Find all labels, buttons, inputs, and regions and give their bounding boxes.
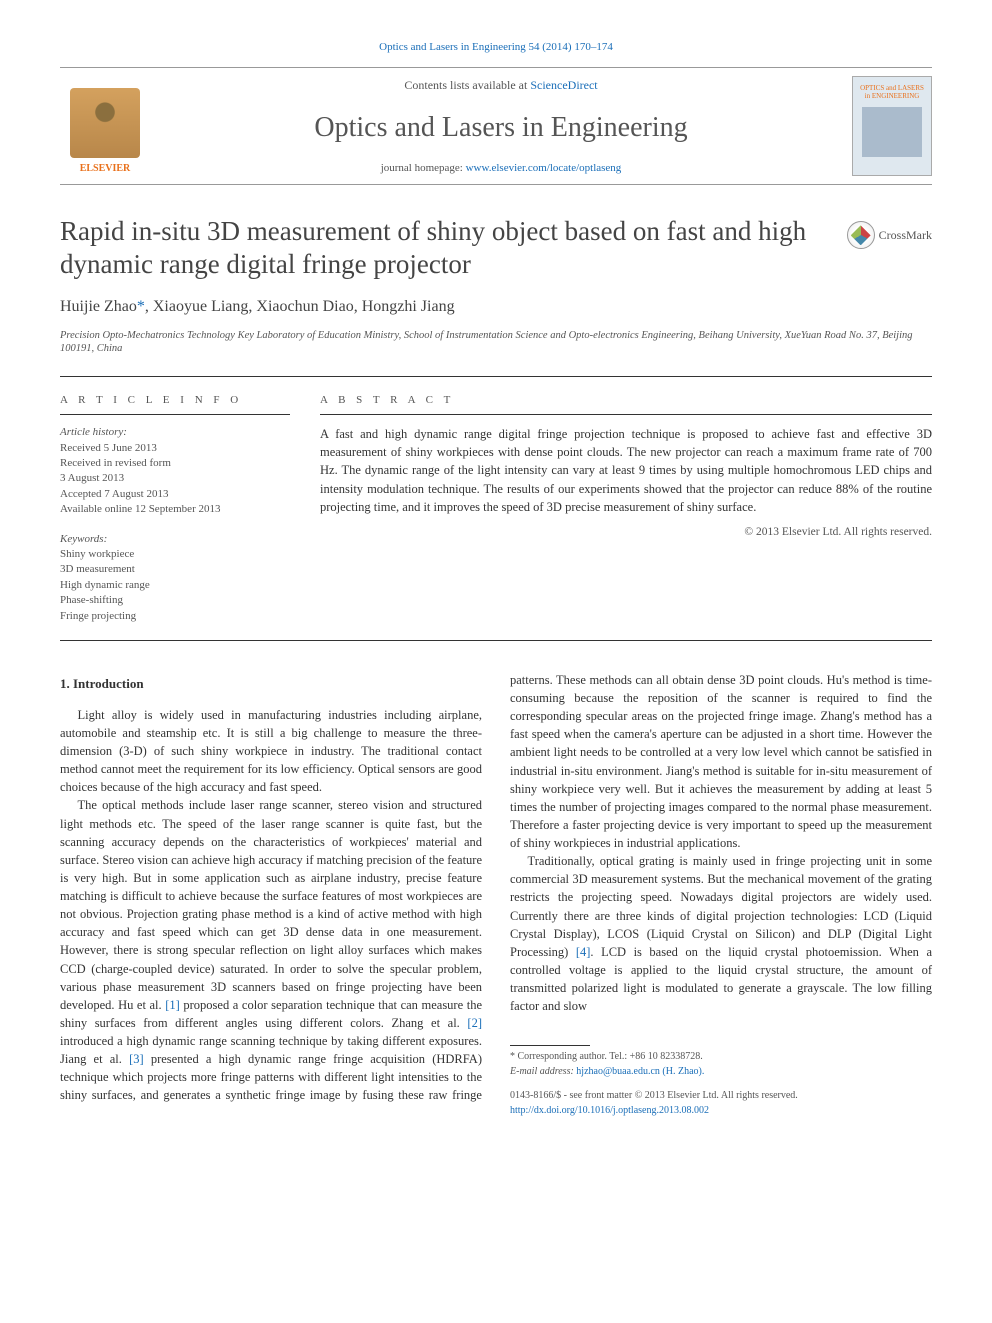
article-info-column: A R T I C L E I N F O Article history: R… — [60, 393, 290, 624]
issn-line: 0143-8166/$ - see front matter © 2013 El… — [510, 1089, 932, 1104]
keyword: Shiny workpiece — [60, 547, 290, 562]
abstract-copyright: © 2013 Elsevier Ltd. All rights reserved… — [320, 524, 932, 540]
contents-line: Contents lists available at ScienceDirec… — [150, 77, 852, 94]
homepage-link[interactable]: www.elsevier.com/locate/optlaseng — [466, 162, 622, 174]
header-banner: ELSEVIER Contents lists available at Sci… — [60, 67, 932, 185]
corr-note-prefix: * Corresponding author. Tel.: — [510, 1051, 630, 1062]
journal-cover: OPTICS and LASERS in ENGINEERING — [852, 76, 932, 176]
info-abstract-row: A R T I C L E I N F O Article history: R… — [60, 376, 932, 641]
history-label: Article history: — [60, 425, 290, 440]
corresponding-author-marker[interactable]: * — [137, 298, 145, 315]
keyword: 3D measurement — [60, 562, 290, 577]
keyword: High dynamic range — [60, 578, 290, 593]
doi-link[interactable]: http://dx.doi.org/10.1016/j.optlaseng.20… — [510, 1105, 709, 1116]
body-text: Traditionally, optical grating is mainly… — [510, 854, 932, 959]
history-line: Available online 12 September 2013 — [60, 502, 290, 517]
journal-cover-image — [862, 107, 922, 157]
keywords-label: Keywords: — [60, 532, 290, 547]
elsevier-logo: ELSEVIER — [60, 76, 150, 176]
history-line: Accepted 7 August 2013 — [60, 487, 290, 502]
homepage-line: journal homepage: www.elsevier.com/locat… — [150, 161, 852, 176]
article-title: Rapid in-situ 3D measurement of shiny ob… — [60, 215, 831, 280]
ref-link-4[interactable]: [4] — [576, 945, 591, 959]
homepage-prefix: journal homepage: — [381, 162, 466, 174]
journal-name: Optics and Lasers in Engineering — [150, 108, 852, 147]
publication-footer: 0143-8166/$ - see front matter © 2013 El… — [510, 1089, 932, 1118]
footer-rule — [510, 1045, 590, 1046]
body-para: Light alloy is widely used in manufactur… — [60, 706, 482, 797]
crossmark-label: CrossMark — [879, 227, 932, 244]
authors-line: Huijie Zhao*, Xiaoyue Liang, Xiaochun Di… — [60, 296, 932, 318]
body-text: The optical methods include laser range … — [60, 798, 482, 1011]
keywords-block: Keywords: Shiny workpiece 3D measurement… — [60, 532, 290, 624]
keyword: Fringe projecting — [60, 609, 290, 624]
corresponding-footer: * Corresponding author. Tel.: +86 10 823… — [510, 1039, 932, 1079]
history-line: Received 5 June 2013 — [60, 441, 290, 456]
journal-issue-link[interactable]: Optics and Lasers in Engineering 54 (201… — [60, 40, 932, 55]
contents-prefix: Contents lists available at — [404, 78, 530, 92]
elsevier-label: ELSEVIER — [80, 162, 131, 176]
authors-rest: , Xiaoyue Liang, Xiaochun Diao, Hongzhi … — [145, 298, 455, 315]
history-line: 3 August 2013 — [60, 471, 290, 486]
corr-note: * Corresponding author. Tel.: +86 10 823… — [510, 1050, 932, 1065]
section-heading-1: 1. Introduction — [60, 675, 482, 694]
keyword: Phase-shifting — [60, 593, 290, 608]
crossmark-badge[interactable]: CrossMark — [847, 221, 932, 249]
email-label: E-mail address: — [510, 1066, 576, 1077]
corr-phone: +86 10 82338728. — [630, 1051, 703, 1062]
abstract-heading: A B S T R A C T — [320, 393, 932, 415]
ref-link-3[interactable]: [3] — [129, 1052, 144, 1066]
email-link[interactable]: hjzhao@buaa.edu.cn (H. Zhao). — [576, 1066, 704, 1077]
body-para: Traditionally, optical grating is mainly… — [510, 852, 932, 1015]
elsevier-tree-icon — [70, 88, 140, 158]
email-line: E-mail address: hjzhao@buaa.edu.cn (H. Z… — [510, 1065, 932, 1080]
sciencedirect-link[interactable]: ScienceDirect — [530, 78, 597, 92]
article-history: Article history: Received 5 June 2013 Re… — [60, 425, 290, 517]
article-info-heading: A R T I C L E I N F O — [60, 393, 290, 415]
author-primary: Huijie Zhao — [60, 298, 137, 315]
ref-link-1[interactable]: [1] — [165, 998, 180, 1012]
affiliation: Precision Opto-Mechatronics Technology K… — [60, 329, 932, 356]
abstract-column: A B S T R A C T A fast and high dynamic … — [320, 393, 932, 624]
history-line: Received in revised form — [60, 456, 290, 471]
title-row: Rapid in-situ 3D measurement of shiny ob… — [60, 215, 932, 280]
abstract-text: A fast and high dynamic range digital fr… — [320, 425, 932, 516]
crossmark-icon — [847, 221, 875, 249]
body-two-column: 1. Introduction Light alloy is widely us… — [60, 671, 932, 1118]
header-center: Contents lists available at ScienceDirec… — [150, 77, 852, 176]
journal-cover-title: OPTICS and LASERS in ENGINEERING — [857, 85, 927, 100]
ref-link-2[interactable]: [2] — [467, 1016, 482, 1030]
